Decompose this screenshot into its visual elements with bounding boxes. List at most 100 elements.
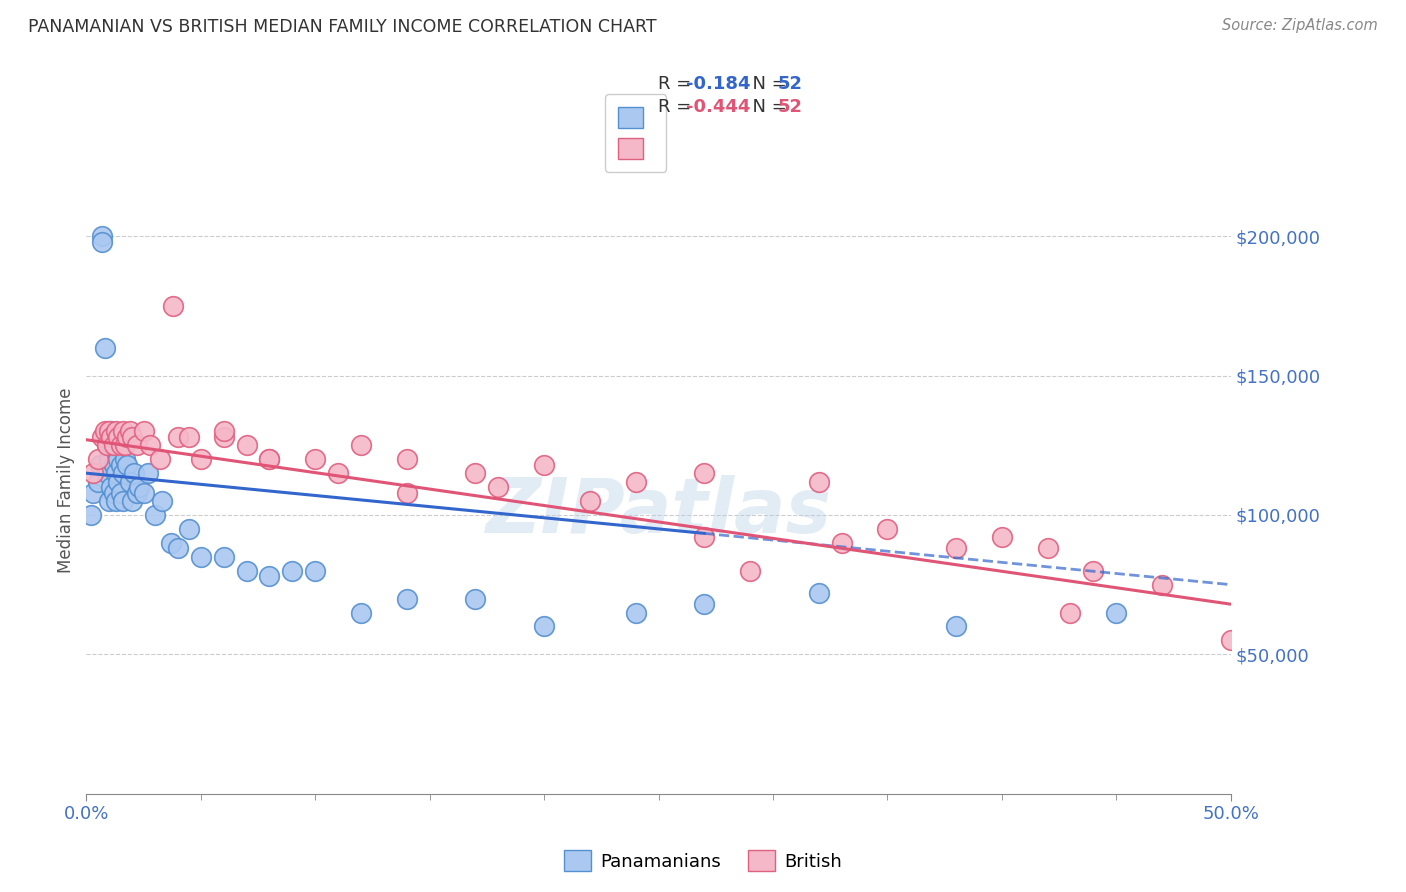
Point xyxy=(139,438,162,452)
Point xyxy=(118,425,141,439)
Point xyxy=(162,299,184,313)
Point xyxy=(111,466,134,480)
Point xyxy=(121,494,143,508)
Point xyxy=(96,438,118,452)
Point xyxy=(80,508,103,522)
Point xyxy=(125,485,148,500)
Point xyxy=(143,508,166,522)
Point xyxy=(98,425,121,439)
Point xyxy=(96,438,118,452)
Point xyxy=(235,438,257,452)
Point xyxy=(876,522,898,536)
Point xyxy=(82,466,104,480)
Point xyxy=(945,541,967,556)
Point xyxy=(259,452,281,467)
Point xyxy=(98,452,121,467)
Point xyxy=(105,466,128,480)
Point xyxy=(110,438,132,452)
Point xyxy=(121,430,143,444)
Point xyxy=(395,485,418,500)
Point xyxy=(259,569,281,583)
Point xyxy=(212,430,235,444)
Point xyxy=(107,475,129,489)
Point xyxy=(87,475,110,489)
Point xyxy=(82,485,104,500)
Point xyxy=(304,564,326,578)
Point xyxy=(693,466,716,480)
Point xyxy=(111,494,134,508)
Point xyxy=(395,591,418,606)
Point xyxy=(117,430,139,444)
Point xyxy=(100,425,122,439)
Text: N =: N = xyxy=(741,98,793,116)
Point xyxy=(464,466,486,480)
Point xyxy=(87,452,110,467)
Point xyxy=(304,452,326,467)
Point xyxy=(212,425,235,439)
Text: R =: R = xyxy=(658,98,697,116)
Text: -0.184: -0.184 xyxy=(686,75,751,93)
Point xyxy=(105,494,128,508)
Point xyxy=(150,494,173,508)
Text: PANAMANIAN VS BRITISH MEDIAN FAMILY INCOME CORRELATION CHART: PANAMANIAN VS BRITISH MEDIAN FAMILY INCO… xyxy=(28,18,657,36)
Point xyxy=(1105,606,1128,620)
Point xyxy=(350,438,373,452)
Point xyxy=(103,438,125,452)
Point xyxy=(693,597,716,611)
Point xyxy=(117,458,139,472)
Point xyxy=(107,452,129,467)
Point xyxy=(124,466,146,480)
Point xyxy=(326,466,349,480)
Point xyxy=(128,480,150,494)
Point xyxy=(991,530,1014,544)
Point xyxy=(91,235,114,249)
Point xyxy=(281,564,304,578)
Point xyxy=(259,452,281,467)
Point xyxy=(136,466,159,480)
Point xyxy=(464,591,486,606)
Point xyxy=(160,536,183,550)
Point xyxy=(166,541,188,556)
Point xyxy=(1083,564,1105,578)
Legend: Panamanians, British: Panamanians, British xyxy=(557,843,849,879)
Point xyxy=(624,606,647,620)
Point xyxy=(103,485,125,500)
Point xyxy=(395,452,418,467)
Text: Source: ZipAtlas.com: Source: ZipAtlas.com xyxy=(1222,18,1378,33)
Point xyxy=(148,452,170,467)
Text: 52: 52 xyxy=(778,98,803,116)
Point xyxy=(100,430,122,444)
Point xyxy=(693,530,716,544)
Point xyxy=(807,475,830,489)
Point xyxy=(114,452,136,467)
Point xyxy=(166,430,188,444)
Point xyxy=(1036,541,1059,556)
Point xyxy=(100,480,122,494)
Point xyxy=(132,425,155,439)
Point xyxy=(107,430,129,444)
Point xyxy=(1150,577,1173,591)
Point xyxy=(110,485,132,500)
Point xyxy=(132,485,155,500)
Point xyxy=(579,494,602,508)
Point xyxy=(91,229,114,244)
Point xyxy=(110,458,132,472)
Point xyxy=(486,480,509,494)
Text: R =: R = xyxy=(658,75,697,93)
Point xyxy=(350,606,373,620)
Point xyxy=(235,564,257,578)
Point xyxy=(96,466,118,480)
Point xyxy=(533,458,555,472)
Point xyxy=(111,425,134,439)
Point xyxy=(105,425,128,439)
Point xyxy=(98,494,121,508)
Point xyxy=(738,564,761,578)
Point xyxy=(91,430,114,444)
Point xyxy=(807,586,830,600)
Point xyxy=(179,430,201,444)
Point xyxy=(1059,606,1081,620)
Point xyxy=(179,522,201,536)
Point xyxy=(831,536,853,550)
Point xyxy=(533,619,555,633)
Point xyxy=(103,458,125,472)
